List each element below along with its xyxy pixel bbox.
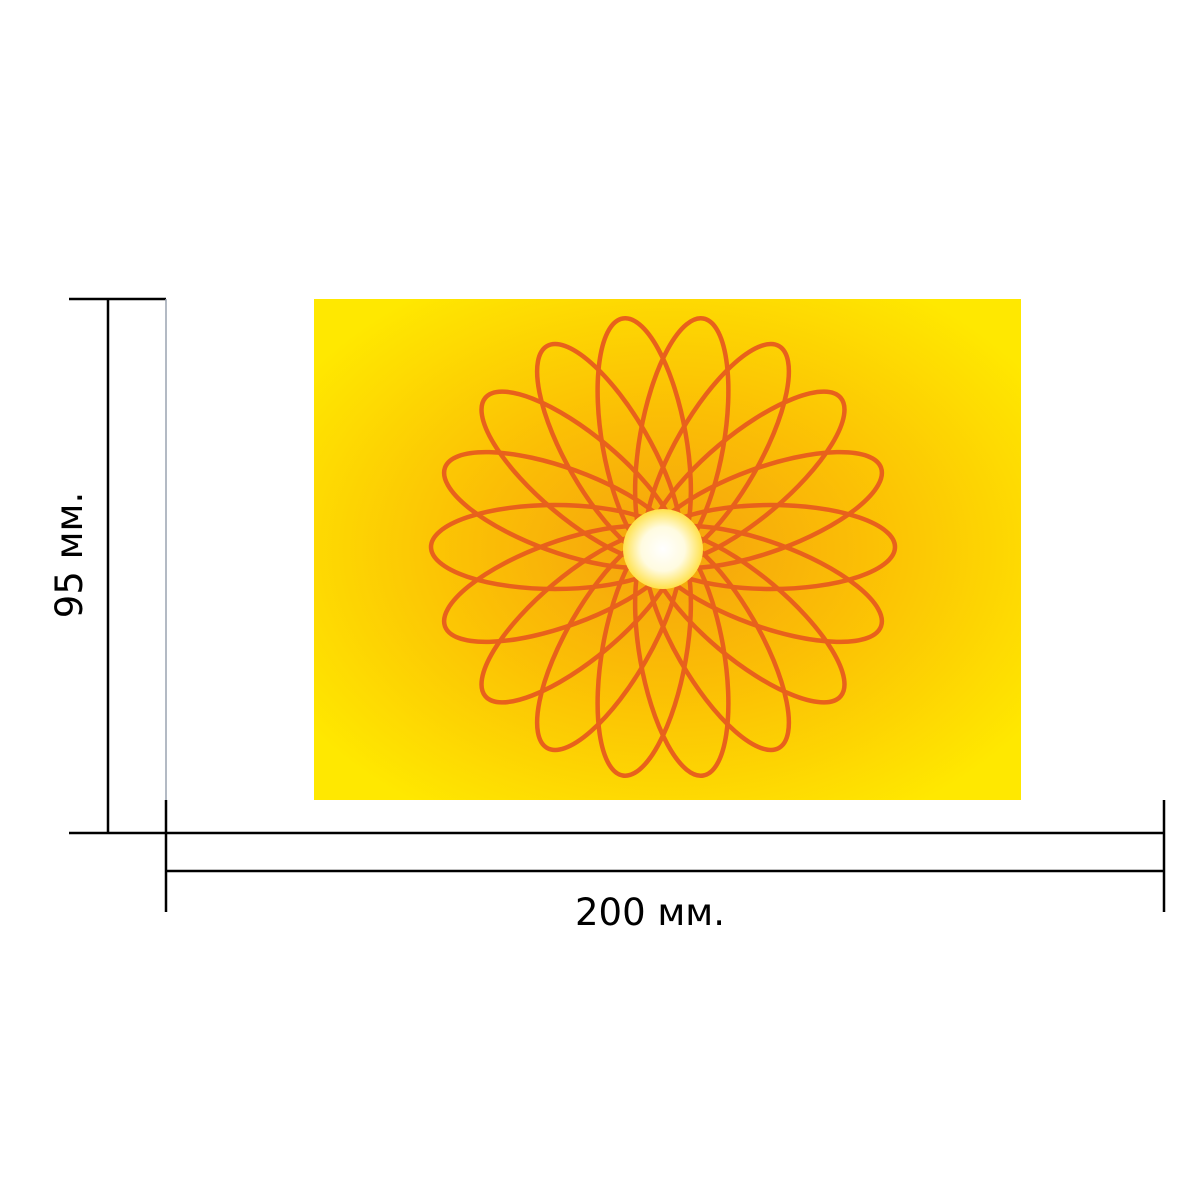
height-label: 95 мм. (48, 492, 91, 618)
center-glow (623, 509, 703, 589)
width-label: 200 мм. (575, 891, 725, 934)
artwork-panel (314, 299, 1021, 800)
width-dimension (164, 800, 1166, 912)
height-dimension (69, 297, 167, 835)
